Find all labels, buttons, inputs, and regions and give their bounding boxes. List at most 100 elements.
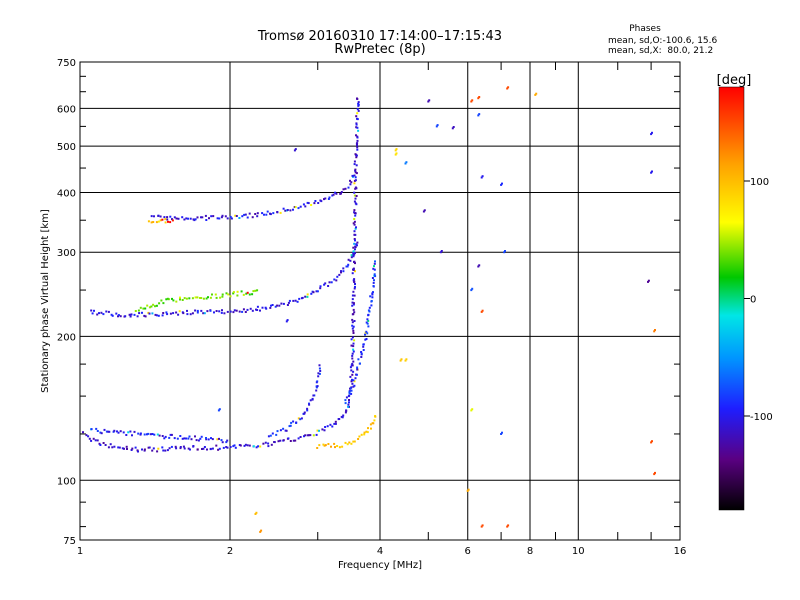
data-point — [372, 267, 375, 270]
data-point — [470, 100, 473, 103]
data-point — [122, 431, 125, 434]
stats-line-o: mean, sd,O:-100.6, 15.6 — [608, 36, 718, 46]
data-point — [143, 449, 146, 452]
data-point — [470, 409, 473, 412]
data-point — [357, 438, 360, 440]
data-point — [302, 203, 305, 206]
data-point — [115, 312, 118, 315]
data-point — [200, 309, 203, 312]
data-point — [90, 309, 93, 312]
data-point — [187, 217, 189, 220]
data-point — [319, 370, 322, 372]
data-point — [351, 354, 354, 357]
data-point — [214, 293, 217, 296]
data-point — [278, 304, 281, 307]
data-point — [394, 149, 397, 152]
data-point — [354, 153, 357, 156]
data-point — [259, 530, 262, 533]
data-point — [172, 299, 175, 302]
data-point — [323, 198, 325, 201]
data-point — [188, 297, 191, 300]
data-point — [130, 313, 133, 316]
data-point — [200, 216, 202, 219]
data-point — [647, 280, 649, 283]
data-point — [353, 261, 355, 263]
data-point — [168, 447, 171, 450]
data-point — [309, 399, 312, 402]
data-point — [113, 445, 116, 448]
y-tick-label: 200 — [57, 332, 76, 343]
data-point — [208, 217, 210, 220]
data-point — [353, 182, 356, 185]
data-point — [355, 156, 358, 159]
data-point — [340, 271, 342, 274]
data-point — [297, 417, 300, 420]
data-point — [205, 219, 208, 221]
data-point — [353, 163, 356, 166]
data-point — [355, 134, 357, 137]
data-point — [227, 293, 230, 296]
data-point — [354, 246, 357, 249]
data-point — [98, 442, 101, 445]
data-point — [354, 169, 357, 172]
data-point — [309, 434, 312, 437]
data-point — [357, 129, 360, 132]
data-point — [187, 437, 190, 440]
data-point — [194, 296, 197, 299]
data-point — [352, 290, 355, 293]
data-point — [340, 191, 343, 193]
data-point — [225, 446, 228, 448]
data-point — [107, 430, 110, 433]
data-point — [317, 202, 320, 204]
data-point — [213, 311, 215, 314]
data-point — [470, 289, 473, 292]
data-point — [183, 218, 186, 221]
data-point — [136, 315, 139, 318]
data-point — [342, 188, 345, 191]
data-point — [500, 433, 503, 435]
data-point — [289, 440, 292, 442]
data-point — [307, 202, 310, 205]
data-point — [269, 434, 272, 437]
data-point — [352, 313, 355, 316]
data-point — [356, 144, 358, 147]
data-point — [282, 207, 285, 210]
data-point — [300, 417, 303, 420]
data-point — [241, 215, 244, 218]
data-point — [354, 171, 357, 174]
data-point — [233, 309, 236, 312]
data-point — [185, 437, 187, 440]
data-point — [147, 446, 150, 449]
data-point — [371, 277, 374, 279]
data-point — [651, 170, 653, 173]
data-point — [298, 297, 301, 300]
data-point — [134, 446, 137, 449]
data-point — [294, 299, 297, 302]
data-point — [471, 408, 474, 411]
data-point — [252, 290, 255, 293]
data-point — [166, 449, 169, 452]
data-point — [352, 267, 355, 270]
data-point — [328, 281, 331, 284]
data-point — [346, 443, 349, 446]
data-point — [181, 216, 184, 219]
data-point — [167, 220, 169, 223]
data-point — [143, 448, 146, 451]
data-point — [92, 437, 95, 440]
data-point — [315, 290, 318, 293]
data-point — [182, 312, 185, 315]
data-point — [331, 425, 334, 428]
data-point — [306, 295, 309, 298]
data-point — [428, 99, 431, 102]
data-point — [196, 296, 199, 299]
data-point — [179, 298, 181, 301]
data-point — [352, 332, 355, 334]
data-point — [334, 420, 337, 423]
stats-heading: Phases — [629, 24, 661, 34]
data-point — [314, 200, 317, 202]
data-point — [196, 216, 199, 219]
data-point — [218, 447, 221, 450]
data-point — [369, 295, 372, 298]
data-point — [205, 437, 207, 439]
data-point — [236, 294, 239, 297]
